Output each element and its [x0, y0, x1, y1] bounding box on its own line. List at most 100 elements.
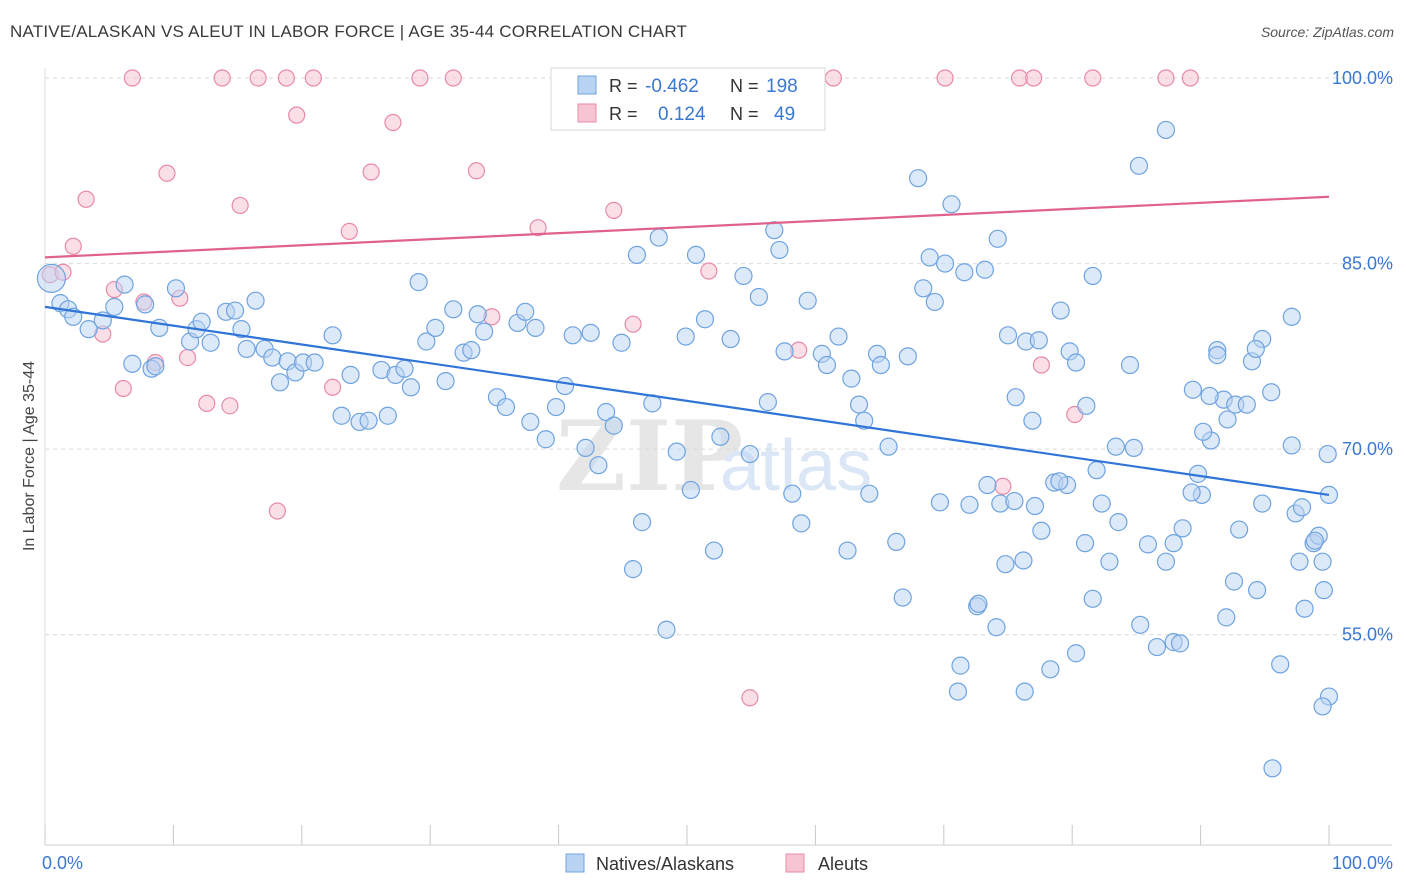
legend-r-value: 0.124 — [658, 104, 706, 125]
aleuts-points — [41, 69, 1199, 707]
native-point — [1100, 552, 1119, 571]
native-point — [496, 397, 516, 417]
native-point — [1051, 301, 1070, 320]
native-point — [36, 263, 67, 294]
native-point — [749, 287, 769, 307]
aleut-point — [936, 69, 954, 87]
native-point — [1237, 395, 1256, 414]
aleut-point — [1181, 69, 1199, 87]
native-point — [555, 376, 575, 396]
legend-n-label: N = — [730, 76, 759, 96]
aleut-point — [198, 394, 216, 412]
y-tick-label: 100.0% — [1332, 68, 1393, 88]
native-point — [909, 169, 928, 188]
native-point — [305, 353, 324, 372]
legend-swatch-natives — [577, 75, 597, 95]
native-point — [925, 292, 944, 312]
native-point — [1218, 410, 1237, 429]
y-tick-label: 70.0% — [1342, 439, 1393, 459]
natives-trend-line — [44, 305, 1330, 496]
aleut-point — [529, 219, 547, 237]
native-point — [612, 333, 631, 352]
native-point — [1318, 444, 1337, 464]
native-point — [1224, 572, 1244, 591]
x-tick-label-max: 100.0% — [1332, 853, 1393, 873]
native-point — [1208, 346, 1227, 365]
native-point — [323, 326, 342, 345]
aleut-point — [700, 262, 718, 280]
native-point — [225, 301, 245, 320]
native-point — [930, 493, 950, 512]
native-point — [1131, 615, 1150, 634]
aleut-point — [384, 113, 402, 132]
legend-n-value: 198 — [766, 76, 798, 97]
native-point — [1129, 156, 1149, 175]
aleut-point — [123, 69, 141, 87]
native-point — [1156, 552, 1176, 571]
aleut-point — [231, 196, 249, 215]
native-point — [914, 279, 933, 298]
native-point — [1124, 438, 1143, 457]
native-point — [401, 378, 421, 397]
native-point — [623, 560, 643, 579]
native-point — [409, 273, 428, 292]
native-point — [1005, 491, 1024, 511]
bottom-legend-swatch-aleuts — [785, 853, 805, 873]
bottom-legend-natives: Natives/Alaskans — [596, 854, 734, 874]
native-point — [1075, 534, 1095, 553]
native-point — [798, 291, 817, 310]
y-tick-label: 55.0% — [1342, 625, 1393, 645]
native-point — [1282, 307, 1301, 326]
native-point — [765, 221, 784, 240]
native-point — [676, 327, 695, 346]
aleuts-trend-line — [44, 195, 1330, 259]
chart-title: NATIVE/ALASKAN VS ALEUT IN LABOR FORCE |… — [10, 22, 688, 41]
native-point — [604, 416, 623, 435]
native-point — [770, 240, 789, 260]
aleut-point — [178, 348, 197, 367]
aleut-point — [605, 201, 623, 219]
aleut-point — [249, 69, 267, 87]
native-point — [79, 320, 98, 339]
tick-labels: 55.0% 70.0% 85.0% 100.0% 0.0% 100.0% — [42, 68, 1393, 873]
native-point — [627, 245, 647, 265]
aleut-point — [288, 106, 306, 124]
native-point — [829, 327, 848, 346]
native-point — [1194, 422, 1213, 441]
native-point — [1156, 120, 1176, 140]
native-point — [1087, 461, 1106, 480]
aleut-point — [277, 69, 295, 87]
native-point — [516, 302, 535, 321]
native-point — [1092, 494, 1111, 513]
native-point — [1109, 513, 1128, 532]
legend-n-label: N = — [730, 104, 759, 124]
native-point — [704, 541, 724, 560]
native-point — [232, 320, 251, 339]
native-point — [734, 266, 753, 286]
native-point — [192, 312, 211, 331]
native-point — [546, 397, 566, 417]
native-point — [955, 263, 974, 282]
native-point — [1271, 655, 1290, 674]
native-point — [1230, 520, 1249, 539]
native-point — [1295, 599, 1314, 618]
native-point — [1282, 436, 1301, 455]
native-point — [1305, 531, 1324, 550]
aleut-point — [467, 162, 486, 180]
aleut-point — [362, 163, 380, 181]
aleut-point — [324, 378, 342, 396]
native-point — [444, 300, 463, 319]
native-point — [996, 555, 1015, 574]
native-point — [581, 323, 600, 342]
native-point — [998, 326, 1018, 345]
native-point — [1014, 551, 1033, 570]
native-point — [589, 456, 608, 475]
native-point — [758, 393, 777, 412]
native-point — [935, 254, 955, 273]
native-point — [951, 656, 970, 675]
native-point — [1314, 581, 1333, 600]
aleut-point — [1032, 356, 1050, 374]
native-point — [1029, 331, 1048, 350]
native-point — [657, 620, 676, 639]
